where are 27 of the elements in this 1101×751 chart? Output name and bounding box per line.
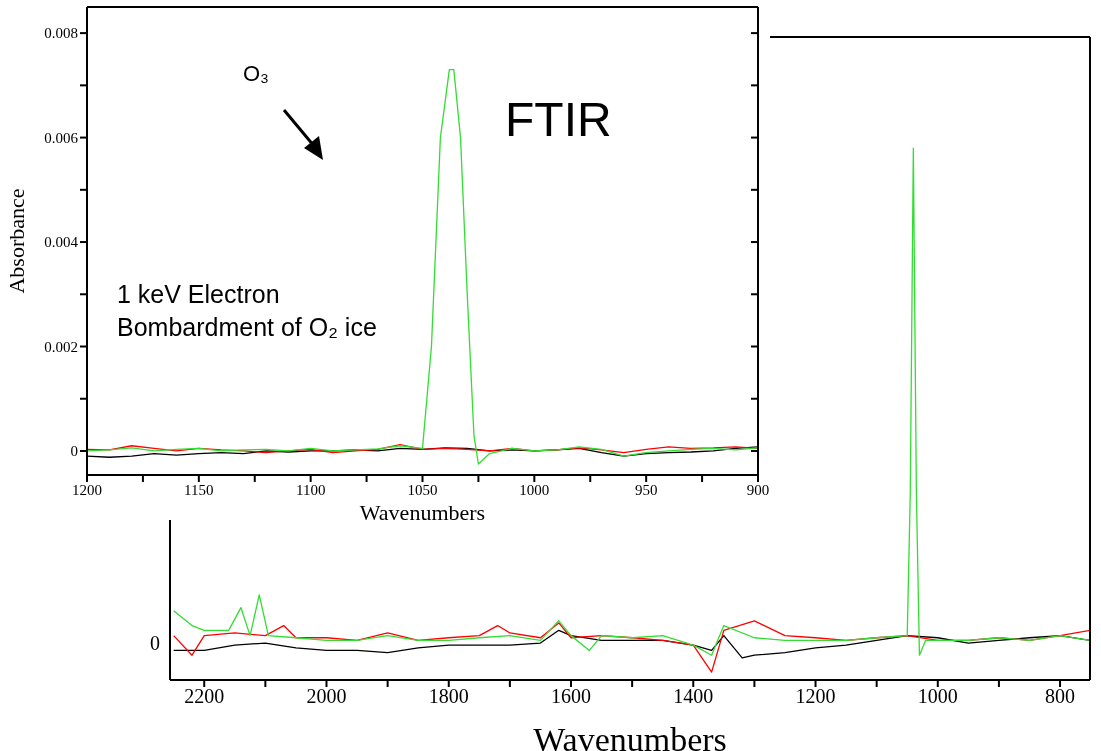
- x-tick-label: 2000: [306, 685, 347, 708]
- x-tick-label: 1800: [428, 685, 469, 708]
- y-tick-label: 0.002: [44, 338, 78, 355]
- x-tick-label: 800: [1045, 685, 1076, 708]
- x-tick-label: 1600: [551, 685, 592, 708]
- annotation: 1 keV Electron Bombardment of O₂ ice: [117, 279, 378, 343]
- x-tick-label: 1050: [407, 481, 438, 498]
- y-tick-label: 0.004: [44, 234, 79, 251]
- x-axis-title: Wavenumbers: [359, 500, 486, 525]
- y-tick-label: 0.006: [44, 129, 79, 146]
- x-tick-label: 1000: [917, 685, 958, 708]
- x-tick-label: 1400: [673, 685, 714, 708]
- y-tick-label: 0: [70, 443, 78, 460]
- y-axis-title: Absorbance: [3, 188, 29, 294]
- text: FTIR: [505, 92, 612, 147]
- y-tick-label: 0.008: [44, 25, 78, 42]
- x-tick-label: 1000: [519, 481, 550, 498]
- x-tick-label: 950: [634, 481, 658, 498]
- x-axis-title: Wavenumbers: [533, 721, 727, 751]
- text: 0: [150, 631, 161, 656]
- x-tick-label: 900: [746, 481, 770, 498]
- x-tick-label: 1200: [795, 685, 836, 708]
- x-tick-label: 1100: [295, 481, 326, 498]
- x-tick-label: 1150: [184, 481, 214, 498]
- x-tick-label: 2200: [184, 685, 225, 708]
- x-tick-label: 1200: [72, 481, 102, 498]
- annotation: O₃: [243, 60, 271, 88]
